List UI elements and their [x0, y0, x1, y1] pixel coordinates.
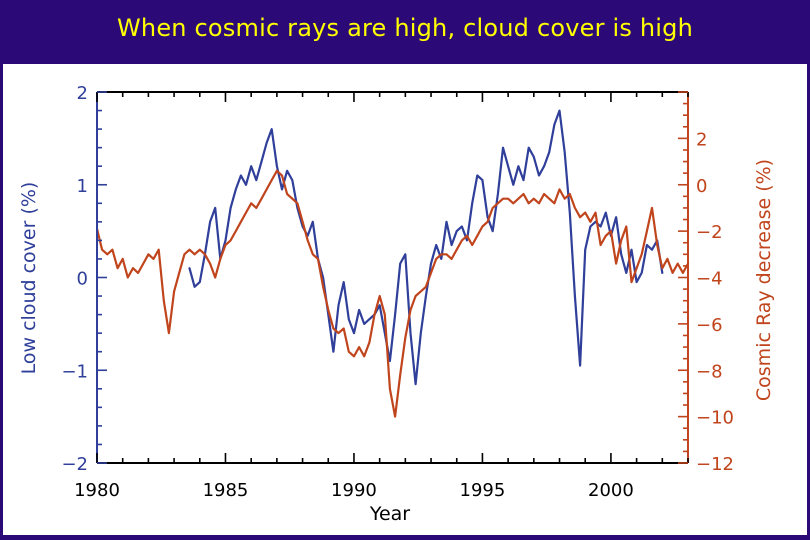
right-tick-label: −2 — [696, 222, 723, 243]
right-tick-label: −4 — [696, 269, 723, 290]
right-tick-label: −6 — [696, 315, 723, 336]
tick-layer — [96, 91, 689, 464]
left-frame-edge — [0, 64, 3, 540]
cosmic-ray-series-line — [95, 169, 690, 418]
left-axis-title: Low cloud cover (%) — [18, 182, 40, 375]
right-tick-label: −10 — [696, 408, 734, 429]
x-axis-title: Year — [369, 503, 410, 525]
x-tick-label: 1995 — [460, 480, 506, 501]
left-tick-label: −1 — [61, 361, 88, 382]
x-tick-label: 1985 — [203, 480, 249, 501]
slide-title: When cosmic rays are high, cloud cover i… — [116, 14, 694, 42]
cloud-cosmic-chart: 1980 1985 1990 1995 2000 2 1 0 −1 −2 2 0 −2 −4 −6 −8 −10… — [18, 83, 775, 525]
tick-label-layer: 1980 1985 1990 1995 2000 2 1 0 −1 −2 2 0 −2 −4 −6 −8 −10… — [61, 83, 734, 501]
left-tick-label: 2 — [77, 83, 88, 104]
right-tick-label: −8 — [696, 361, 723, 382]
left-tick-label: 1 — [77, 176, 88, 197]
cloud-cover-series-line — [188, 109, 664, 386]
right-tick-label: −12 — [696, 454, 734, 475]
x-tick-label: 1990 — [331, 480, 377, 501]
x-tick-label: 2000 — [588, 480, 634, 501]
right-frame-edge — [807, 64, 810, 540]
bottom-frame-edge — [0, 535, 810, 540]
right-tick-label: 0 — [696, 176, 707, 197]
right-axis-title: Cosmic Ray decrease (%) — [753, 159, 775, 401]
left-tick-label: 0 — [77, 269, 88, 290]
series-layer — [95, 109, 690, 418]
left-tick-label: −2 — [61, 454, 88, 475]
right-tick-label: 2 — [696, 129, 707, 150]
x-tick-label: 1980 — [74, 480, 120, 501]
title-bar — [0, 0, 810, 64]
